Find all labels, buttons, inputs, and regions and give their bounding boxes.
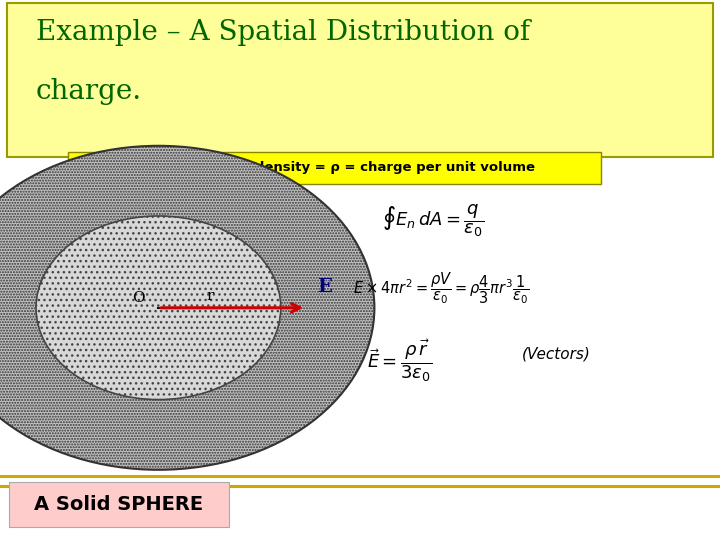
FancyBboxPatch shape [9, 482, 229, 526]
Text: charge.: charge. [36, 78, 142, 105]
FancyBboxPatch shape [68, 152, 601, 184]
Text: Example – A Spatial Distribution of: Example – A Spatial Distribution of [36, 19, 530, 46]
Circle shape [0, 146, 374, 470]
Text: (Vectors): (Vectors) [522, 347, 591, 362]
Text: A Solid SPHERE: A Solid SPHERE [35, 495, 203, 514]
Text: E: E [317, 278, 332, 296]
Text: $E \times 4\pi r^2 = \dfrac{\rho V}{\varepsilon_0} = \rho\dfrac{4}{3}\pi r^3\dfr: $E \times 4\pi r^2 = \dfrac{\rho V}{\var… [353, 270, 529, 306]
Text: $\vec{E} = \dfrac{\rho\,\vec{r}}{3\varepsilon_0}$: $\vec{E} = \dfrac{\rho\,\vec{r}}{3\varep… [367, 338, 433, 384]
Text: r: r [207, 289, 214, 303]
Text: $\oint E_n\, dA = \dfrac{q}{\varepsilon_0}$: $\oint E_n\, dA = \dfrac{q}{\varepsilon_… [382, 202, 484, 239]
Circle shape [36, 216, 281, 400]
FancyBboxPatch shape [7, 3, 713, 157]
Text: Uniform charge density = ρ = charge per unit volume: Uniform charge density = ρ = charge per … [135, 161, 535, 174]
Text: O: O [132, 291, 145, 305]
